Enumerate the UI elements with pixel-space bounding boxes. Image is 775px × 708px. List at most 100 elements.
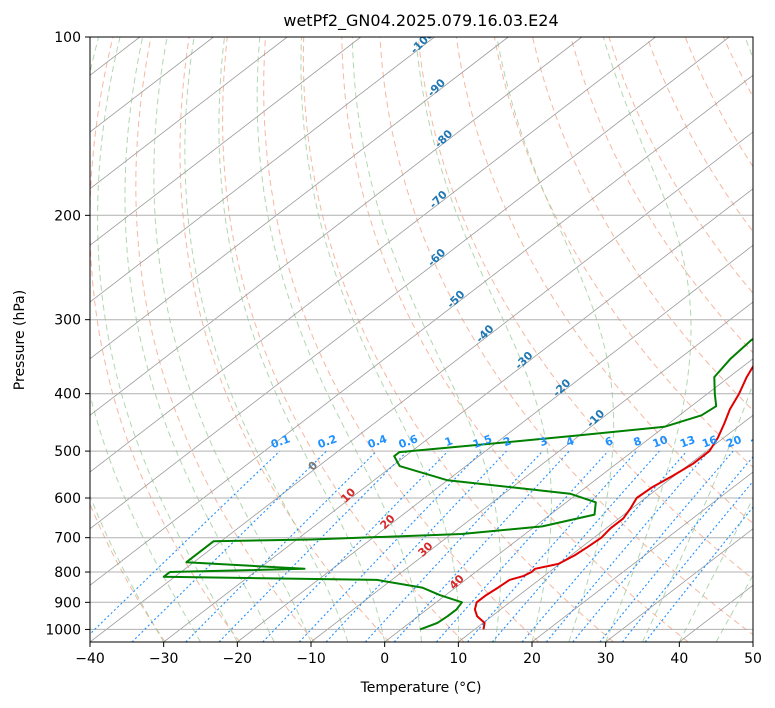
mixing-ratio-label: 8 bbox=[632, 434, 644, 449]
dry-adiabat-line bbox=[179, 37, 390, 642]
skewed-isotherm bbox=[90, 37, 288, 190]
skewed-isotherm bbox=[90, 37, 730, 530]
dry-adiabat-line bbox=[417, 37, 753, 580]
dry-adiabat-line bbox=[341, 37, 689, 642]
y-tick-label: 200 bbox=[54, 208, 81, 224]
mixing-ratio-label: 0.2 bbox=[316, 432, 339, 451]
mixing-ratio-line bbox=[298, 450, 483, 642]
isotherm-label: -50 bbox=[444, 288, 467, 311]
mixing-ratio-label: 13 bbox=[678, 433, 697, 450]
y-tick-label: 500 bbox=[54, 444, 81, 460]
mixing-ratio-label: 10 bbox=[651, 433, 670, 451]
y-tick-label: 600 bbox=[54, 491, 81, 507]
dry-adiabat-line bbox=[263, 37, 540, 642]
skewed-isotherm bbox=[90, 37, 214, 133]
mixing-ratio-line bbox=[262, 450, 449, 642]
isotherm-label: -40 bbox=[473, 322, 496, 345]
moist-adiabat-line bbox=[90, 37, 201, 642]
moist-adiabat-line bbox=[715, 574, 753, 642]
moist-adiabat-line bbox=[97, 37, 238, 642]
skewed-isotherm bbox=[531, 471, 753, 642]
mixing-ratio-label: 30 bbox=[770, 433, 775, 451]
mixing-ratio-label: 1.5 bbox=[471, 432, 494, 451]
mixing-ratio-line bbox=[599, 455, 753, 642]
skewed-isotherm bbox=[237, 244, 753, 642]
dry-adiabat-line bbox=[762, 37, 775, 642]
skewed-isotherm bbox=[90, 74, 753, 586]
x-tick-label: 50 bbox=[744, 651, 762, 667]
moist-adiabat-line bbox=[602, 37, 692, 642]
moist-adiabat-line bbox=[752, 641, 753, 642]
moist-adiabat-label: 20 bbox=[378, 512, 398, 532]
isotherm-label: -70 bbox=[427, 188, 450, 211]
y-tick-label: 400 bbox=[54, 387, 81, 403]
mixing-ratio-line bbox=[90, 450, 281, 635]
mixing-ratio-line bbox=[467, 450, 638, 642]
mixing-ratio-line bbox=[521, 450, 688, 642]
axis-ticks: −40 −30 −20 −10 0 10 20 30 40 5010020030040050060… bbox=[45, 30, 762, 667]
x-tick-label: 10 bbox=[449, 651, 467, 667]
mixing-ratio-line bbox=[644, 506, 753, 642]
dry-adiabat-line bbox=[570, 37, 753, 354]
dry-adiabat-line bbox=[608, 37, 753, 294]
dry-adiabat-line bbox=[90, 502, 166, 642]
skewed-isotherm bbox=[458, 414, 753, 642]
chart-title: wetPf2_GN04.2025.079.16.03.E24 bbox=[283, 11, 558, 31]
x-tick-label: 20 bbox=[523, 651, 541, 667]
skewed-isotherm bbox=[90, 37, 656, 473]
background-lines bbox=[90, 37, 775, 642]
moist-adiabat-label: 30 bbox=[416, 539, 436, 559]
moist-adiabat-line bbox=[256, 37, 422, 642]
isotherm-label: -100 bbox=[408, 28, 437, 57]
moist-adiabat-line bbox=[300, 37, 460, 642]
mixing-ratio-label: 6 bbox=[603, 434, 615, 449]
skewed-isotherm bbox=[384, 358, 753, 642]
mixing-ratio-label: 0.1 bbox=[269, 432, 292, 451]
x-tick-label: 0 bbox=[380, 651, 389, 667]
moist-adiabat-line bbox=[90, 494, 165, 642]
y-tick-label: 700 bbox=[54, 531, 81, 547]
dry-adiabat-line bbox=[493, 37, 753, 468]
mixing-ratio-label: 16 bbox=[700, 433, 719, 451]
mixing-ratio-line bbox=[131, 450, 327, 642]
y-axis-label: Pressure (hPa) bbox=[12, 290, 28, 390]
dry-adiabat-line bbox=[722, 37, 753, 98]
x-tick-label: −40 bbox=[75, 651, 105, 667]
skewed-isotherm bbox=[163, 188, 753, 642]
mixing-ratio-line bbox=[545, 450, 710, 642]
y-tick-label: 900 bbox=[54, 595, 81, 611]
skewed-isotherm bbox=[605, 528, 753, 642]
mixing-ratio-line bbox=[364, 450, 544, 642]
dry-adiabat-line bbox=[135, 37, 316, 642]
mixing-ratio-line bbox=[185, 450, 377, 642]
mixing-ratio-label: 25 bbox=[749, 433, 768, 450]
series-layer bbox=[162, 337, 753, 631]
moist-adiabat-line bbox=[496, 37, 615, 642]
dry-adiabat-line bbox=[302, 37, 614, 642]
moist-adiabat-line bbox=[153, 37, 312, 642]
mixing-ratio-label: 3 bbox=[538, 434, 550, 449]
skewed-isotherm bbox=[90, 37, 435, 303]
mixing-ratio-label: 4 bbox=[564, 434, 576, 449]
x-axis-label: Temperature (°C) bbox=[360, 680, 482, 696]
y-tick-label: 1000 bbox=[45, 622, 81, 638]
dry-adiabat-line bbox=[646, 37, 753, 233]
x-tick-label: −20 bbox=[223, 651, 253, 667]
mixing-ratio-line bbox=[621, 480, 753, 642]
x-tick-label: 30 bbox=[597, 651, 615, 667]
isotherm-label: -10 bbox=[584, 407, 607, 430]
mixing-ratio-label: 2 bbox=[501, 434, 513, 449]
dry-adiabat-line bbox=[684, 37, 753, 168]
dry-adiabat-line bbox=[455, 37, 753, 524]
dry-adiabat-line bbox=[532, 37, 753, 412]
moist-adiabat-line bbox=[124, 37, 275, 642]
isotherm-label: -80 bbox=[432, 127, 455, 150]
mixing-ratio-line bbox=[218, 450, 408, 642]
moist-adiabat-line bbox=[351, 37, 502, 642]
mixing-ratio-label: 1 bbox=[443, 434, 455, 449]
isotherm-label: -90 bbox=[425, 76, 448, 99]
moist-adiabat-line bbox=[642, 37, 753, 642]
mixing-ratio-line bbox=[491, 450, 660, 642]
moist-adiabat-line bbox=[678, 497, 753, 642]
